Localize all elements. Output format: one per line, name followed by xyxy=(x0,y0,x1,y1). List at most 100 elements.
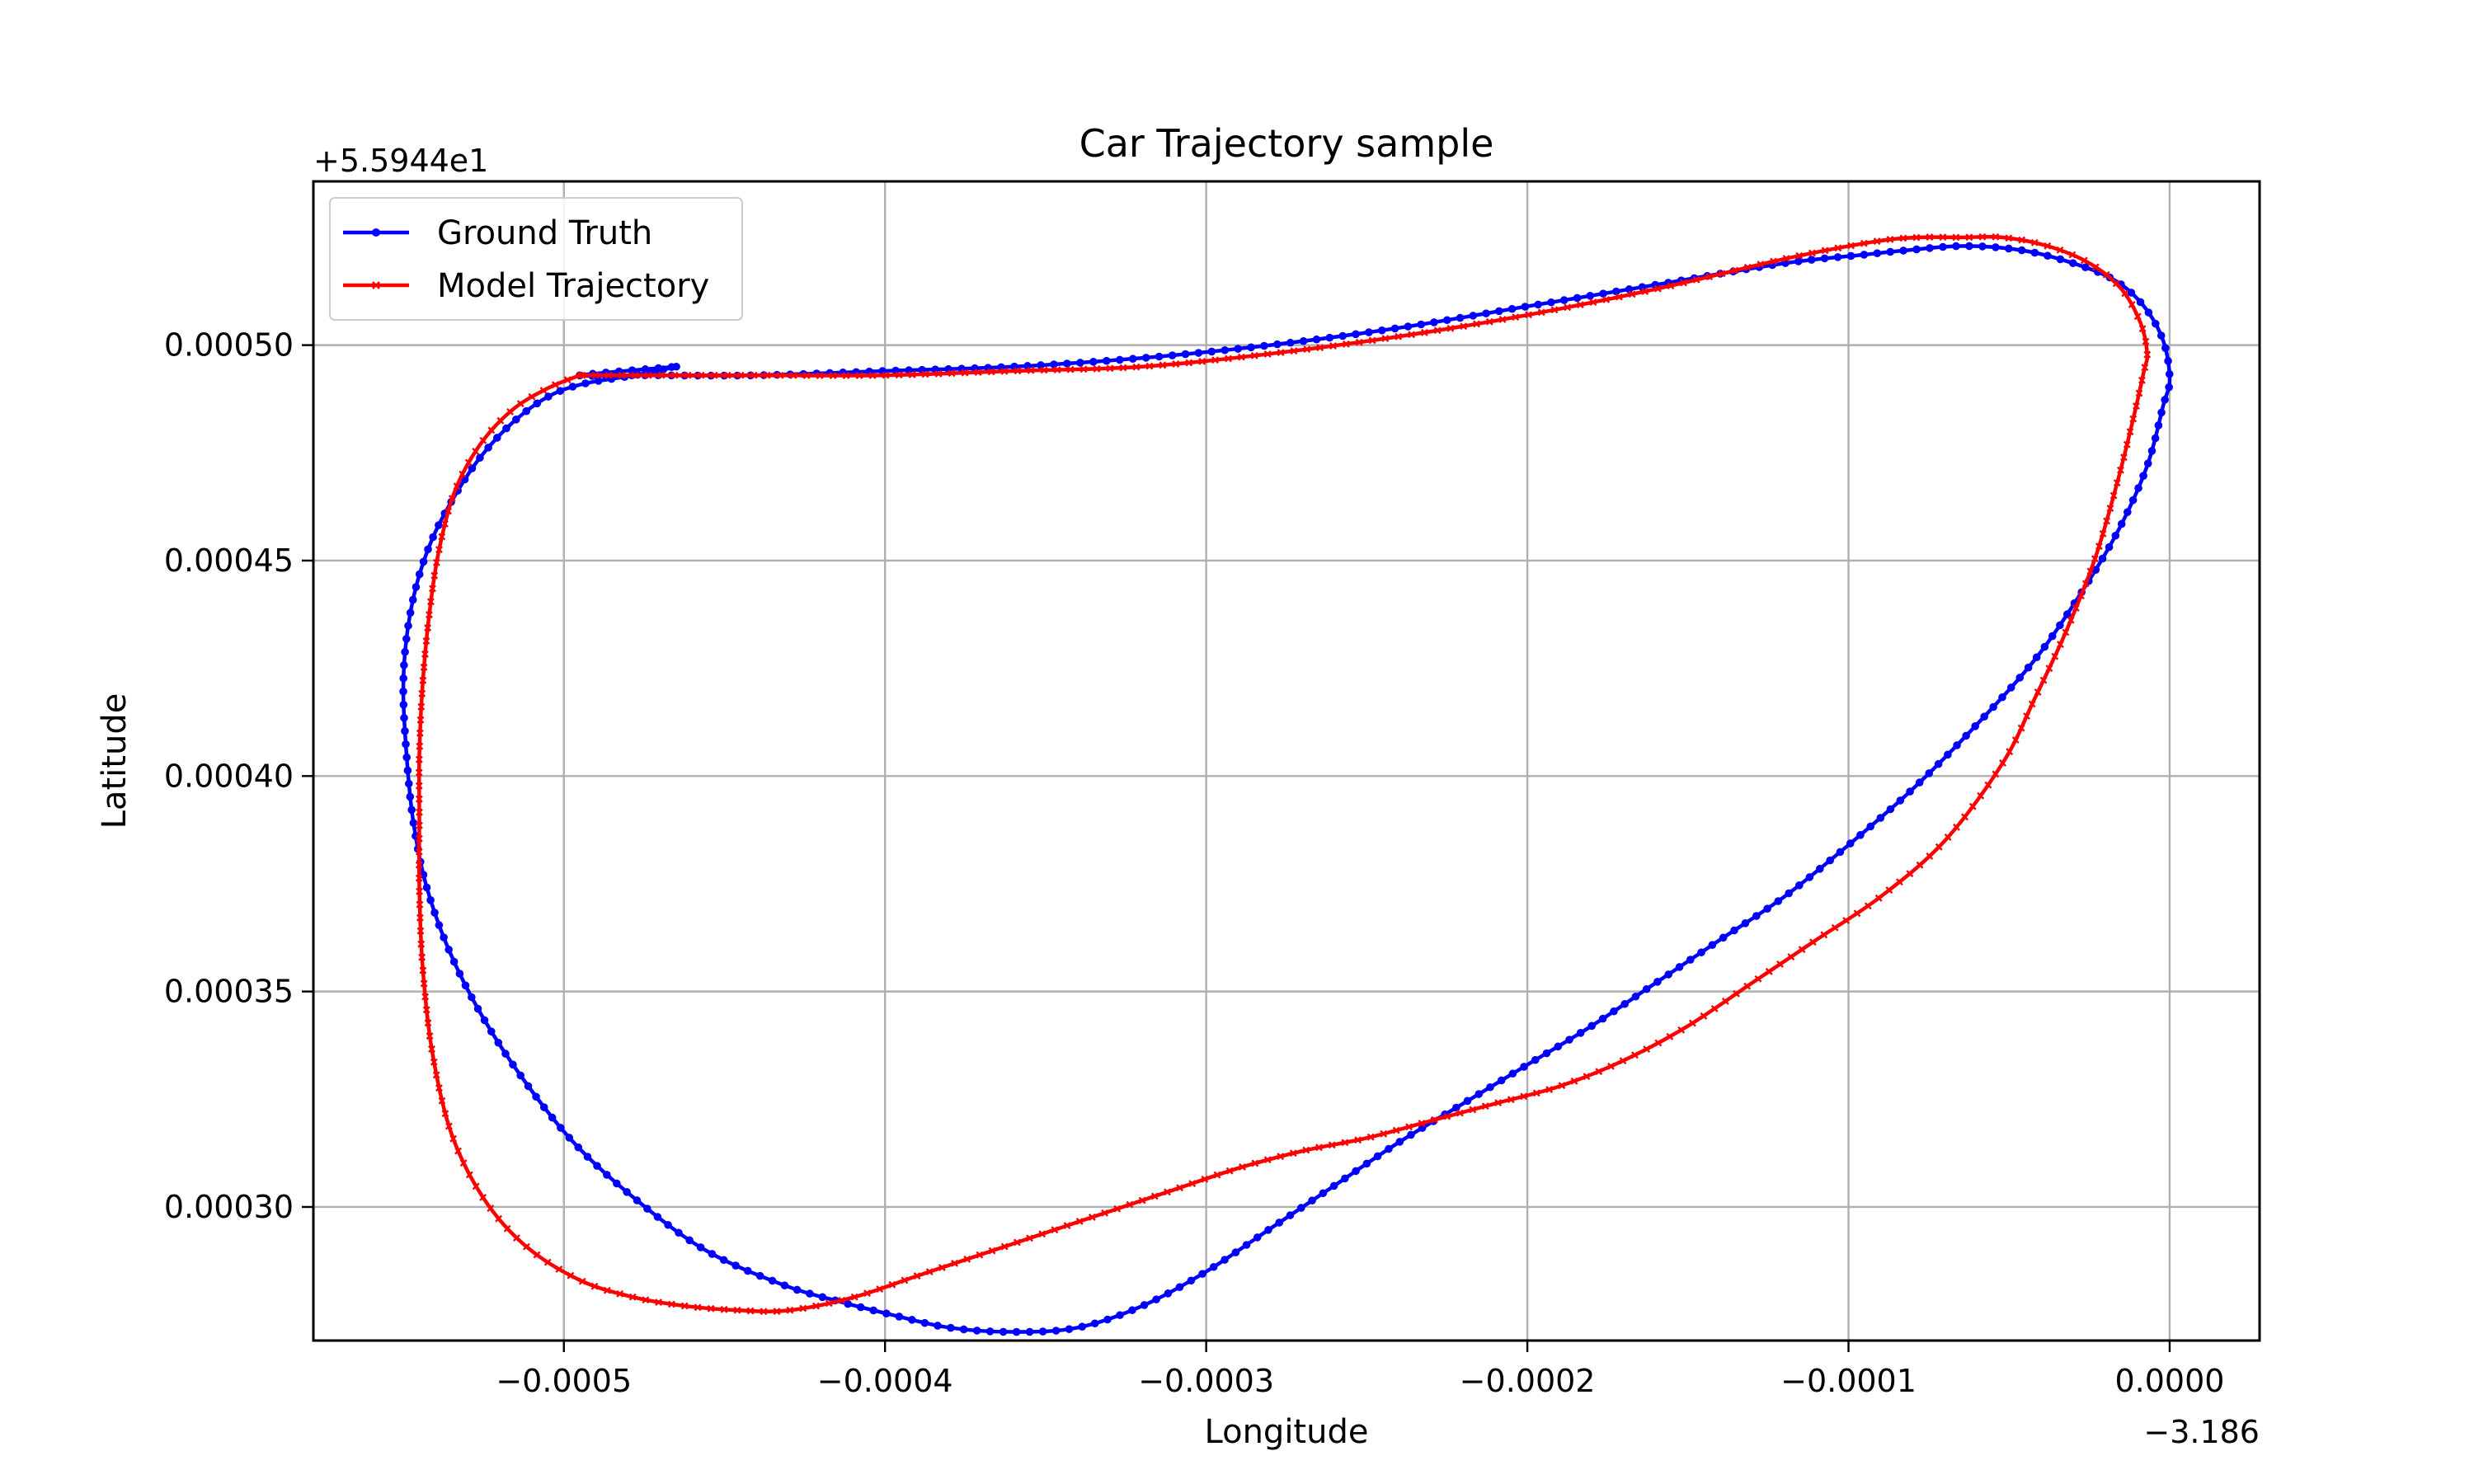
data-point xyxy=(908,370,916,378)
data-point xyxy=(421,993,430,1001)
data-point xyxy=(2139,472,2147,480)
data-point xyxy=(417,702,426,711)
data-point xyxy=(1418,1120,1426,1127)
data-point xyxy=(1088,1213,1096,1221)
data-point xyxy=(1795,881,1804,890)
data-point xyxy=(755,1271,764,1280)
data-point xyxy=(1089,358,1098,366)
data-point xyxy=(1473,320,1480,328)
data-point xyxy=(1782,255,1790,262)
x-tick-label: −0.0002 xyxy=(1460,1363,1596,1399)
data-point xyxy=(1998,693,2006,702)
chart-title: Car Trajectory sample xyxy=(1079,121,1494,166)
data-point xyxy=(1992,232,2000,241)
data-point xyxy=(963,1255,971,1263)
y-tick-label: 0.00030 xyxy=(164,1189,294,1225)
data-point xyxy=(1185,359,1193,367)
data-point xyxy=(744,1266,752,1275)
data-point xyxy=(1172,360,1180,368)
legend-label: Model Trajectory xyxy=(437,267,709,305)
x-tick-label: 0.0000 xyxy=(2114,1363,2224,1399)
data-point xyxy=(934,369,943,378)
data-point xyxy=(1163,1188,1171,1196)
data-point xyxy=(1497,1076,1506,1085)
data-point xyxy=(2142,337,2150,345)
data-point xyxy=(539,1103,548,1111)
data-point xyxy=(657,371,666,379)
data-point xyxy=(1856,831,1865,839)
data-point xyxy=(590,1282,599,1290)
data-point xyxy=(1101,1209,1109,1217)
data-point xyxy=(2095,542,2103,551)
data-point xyxy=(1697,948,1705,956)
data-point xyxy=(680,1302,689,1310)
data-point xyxy=(1798,946,1806,954)
data-point xyxy=(2117,519,2126,528)
data-point xyxy=(1874,894,1883,902)
data-point xyxy=(736,371,745,379)
data-point xyxy=(1213,1171,1221,1179)
data-point xyxy=(1733,989,1740,998)
data-point xyxy=(1113,1205,1122,1213)
data-point xyxy=(2068,259,2077,267)
data-point xyxy=(512,416,520,424)
data-point xyxy=(1925,769,1934,777)
data-point xyxy=(1408,331,1415,339)
data-point xyxy=(1377,326,1386,335)
data-point xyxy=(516,400,524,408)
data-point xyxy=(812,1302,820,1310)
data-point xyxy=(1155,352,1164,361)
data-point xyxy=(415,755,423,763)
data-point xyxy=(2132,402,2140,410)
data-point xyxy=(1103,356,1111,365)
data-point xyxy=(1365,328,1373,336)
data-point xyxy=(623,1188,631,1196)
data-point xyxy=(1934,759,1943,768)
data-point xyxy=(1381,335,1390,343)
data-point xyxy=(1708,941,1717,950)
data-point xyxy=(2098,554,2107,563)
series-model-trajectory xyxy=(415,232,2152,1316)
data-point xyxy=(2138,376,2146,384)
data-point xyxy=(1263,350,1272,358)
data-point xyxy=(563,376,571,384)
data-point xyxy=(2128,300,2136,308)
data-point xyxy=(430,1058,438,1066)
data-point xyxy=(1586,292,1595,300)
data-point xyxy=(407,805,416,815)
data-point xyxy=(1638,283,1647,292)
data-point xyxy=(1507,1096,1515,1104)
data-point xyxy=(544,392,553,401)
data-point xyxy=(1392,1126,1400,1134)
data-point xyxy=(1469,312,1478,320)
data-point xyxy=(2028,700,2036,708)
data-point xyxy=(1221,345,1230,355)
data-point xyxy=(1329,342,1337,350)
data-point xyxy=(1225,1167,1234,1175)
data-point xyxy=(513,1234,520,1242)
data-point xyxy=(1253,1233,1262,1242)
data-point xyxy=(2157,408,2166,417)
data-point xyxy=(1741,919,1750,928)
data-point xyxy=(1915,778,1924,787)
data-point xyxy=(1168,351,1177,359)
data-point xyxy=(2044,242,2052,250)
data-point xyxy=(2086,567,2095,575)
data-point xyxy=(1366,1133,1375,1141)
data-point xyxy=(882,371,890,379)
data-point xyxy=(454,1147,463,1155)
data-point xyxy=(593,1162,601,1170)
data-point xyxy=(417,940,426,948)
data-point xyxy=(1961,813,1968,821)
data-point xyxy=(1362,1159,1371,1168)
data-point xyxy=(1795,251,1804,260)
data-point xyxy=(1038,1327,1047,1336)
data-point xyxy=(406,608,415,618)
data-point xyxy=(1198,1270,1206,1278)
data-point xyxy=(1390,324,1399,333)
data-point xyxy=(2113,479,2121,487)
legend-item: Ground Truth xyxy=(343,214,652,252)
data-point xyxy=(2068,251,2077,259)
data-point xyxy=(484,444,492,452)
data-point xyxy=(1443,1112,1451,1120)
